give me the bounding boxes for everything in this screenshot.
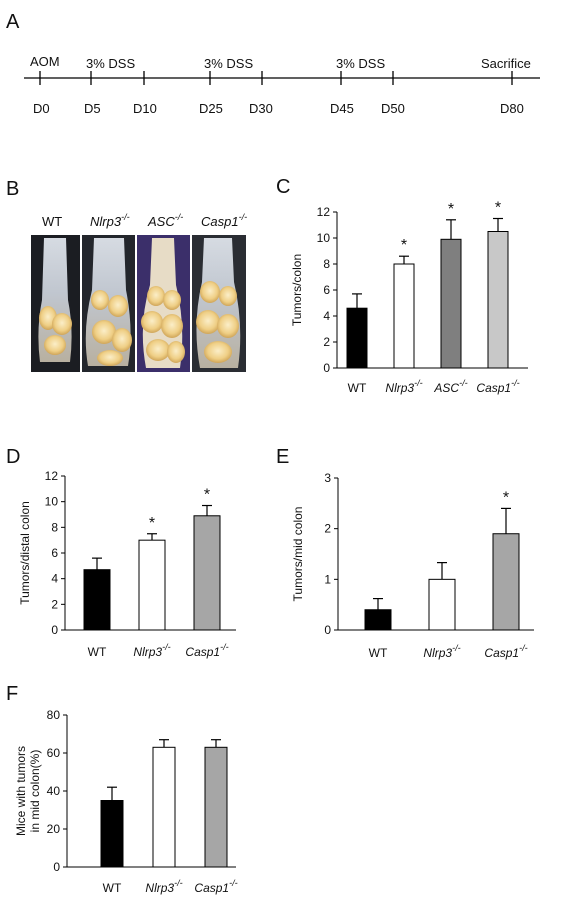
y-tick-label: 0 [53, 860, 60, 874]
bar-f-3 [204, 746, 228, 868]
timeline-day-d10: D10 [133, 101, 157, 116]
significance-marker: * [503, 489, 509, 506]
timeline-label-dss-3: 3% DSS [336, 56, 385, 71]
photo-nlrp3 [82, 235, 135, 372]
bar-e-2 [428, 578, 456, 631]
y-axis-label: Mice with tumorsin mid colon(%) [14, 746, 42, 836]
panel-letter-e: E [276, 446, 289, 468]
timeline: AOM 3% DSS 3% DSS 3% DSS Sacrifice D0 D5… [24, 54, 540, 116]
bar-e-1 [364, 609, 392, 631]
photo-asc [137, 235, 190, 372]
y-tick-label: 8 [323, 257, 330, 271]
category-label: Casp1-/- [185, 642, 228, 659]
significance-marker: * [149, 515, 155, 532]
panel-letter-d: D [6, 446, 20, 468]
timeline-ticks [39, 71, 513, 85]
bar-f-1 [100, 800, 124, 868]
y-tick-label: 6 [51, 546, 58, 560]
y-tick-label: 1 [324, 572, 331, 586]
chart-e: 0 1 2 3 Tumors/mid colon WT Nlrp3-/- * Casp1-/- [291, 471, 534, 660]
category-label: Casp1-/- [194, 878, 237, 895]
y-tick-label: 12 [45, 469, 59, 483]
y-tick-label: 0 [51, 623, 58, 637]
panel-letter-a: A [6, 11, 20, 33]
y-tick-label: 2 [324, 522, 331, 536]
y-tick-label: 0 [324, 623, 331, 637]
bar-d-3 [193, 515, 221, 631]
y-axis-label: Tumors/mid colon [291, 507, 305, 602]
chart-f: 0 20 40 60 80 Mice with tumorsin mid colon(%)… [14, 708, 238, 895]
timeline-day-d45: D45 [330, 101, 354, 116]
y-tick-label: 0 [323, 361, 330, 375]
category-label: ASC-/- [433, 378, 467, 395]
y-tick-label: 20 [47, 822, 61, 836]
category-label: Casp1-/- [484, 643, 527, 660]
panel-letter-c: C [276, 176, 290, 198]
timeline-label-dss-2: 3% DSS [204, 56, 253, 71]
category-label: Casp1-/- [476, 378, 519, 395]
y-tick-label: 3 [324, 471, 331, 485]
timeline-label-sacrifice: Sacrifice [481, 56, 531, 71]
panel-letter-b: B [6, 178, 19, 200]
bar-e-3 [492, 533, 520, 631]
y-tick-label: 2 [323, 335, 330, 349]
category-label: Nlrp3-/- [133, 642, 170, 659]
y-tick-label: 4 [323, 309, 330, 323]
bar-c-4 [487, 231, 509, 369]
y-tick-label: 40 [47, 784, 61, 798]
y-tick-label: 4 [51, 572, 58, 586]
y-tick-label: 12 [317, 205, 331, 219]
photo-label-nlrp3: Nlrp3-/- [90, 212, 130, 229]
timeline-day-d80: D80 [500, 101, 524, 116]
bar-c-1 [346, 307, 368, 369]
category-label: Nlrp3-/- [423, 643, 460, 660]
timeline-day-d0: D0 [33, 101, 50, 116]
significance-marker: * [401, 237, 407, 254]
chart-d: 0 2 4 6 8 10 12 Tumors/distal colon WT * Nlrp3-/- *… [18, 469, 236, 659]
bar-d-1 [83, 569, 111, 631]
y-tick-label: 8 [51, 520, 58, 534]
category-label: WT [348, 381, 367, 395]
photo-wt [31, 235, 80, 372]
category-label: Nlrp3-/- [385, 378, 422, 395]
panel-letter-f: F [6, 683, 18, 705]
timeline-label-aom: AOM [30, 54, 60, 69]
category-label: WT [369, 646, 388, 660]
chart-c: 0 2 4 6 8 10 12 Tumors/colon WT * Nlrp3-/- * ASC-/- *… [290, 200, 528, 395]
bar-d-2 [138, 539, 166, 631]
photo-label-asc: ASC-/- [147, 212, 183, 229]
timeline-day-d30: D30 [249, 101, 273, 116]
y-tick-label: 80 [47, 708, 61, 722]
category-label: WT [88, 645, 107, 659]
timeline-day-d50: D50 [381, 101, 405, 116]
y-axis-label: Tumors/colon [290, 254, 304, 326]
y-tick-label: 60 [47, 746, 61, 760]
y-axis-label: Tumors/distal colon [18, 501, 32, 605]
y-tick-label: 10 [45, 495, 59, 509]
photo-label-wt: WT [42, 214, 62, 229]
timeline-day-d5: D5 [84, 101, 101, 116]
category-label: WT [103, 881, 122, 895]
y-tick-label: 6 [323, 283, 330, 297]
colon-photos: WT Nlrp3-/- ASC-/- Casp1-/- [31, 212, 247, 372]
photo-casp1 [192, 235, 246, 372]
y-tick-label: 2 [51, 597, 58, 611]
photo-label-casp1: Casp1-/- [201, 212, 247, 229]
bar-c-3 [440, 238, 462, 369]
timeline-label-dss-1: 3% DSS [86, 56, 135, 71]
y-tick-label: 10 [317, 231, 331, 245]
timeline-day-d25: D25 [199, 101, 223, 116]
significance-marker: * [448, 201, 454, 218]
significance-marker: * [204, 487, 210, 504]
significance-marker: * [495, 200, 501, 217]
bar-c-2 [393, 263, 415, 369]
bar-f-2 [152, 746, 176, 868]
category-label: Nlrp3-/- [145, 878, 182, 895]
